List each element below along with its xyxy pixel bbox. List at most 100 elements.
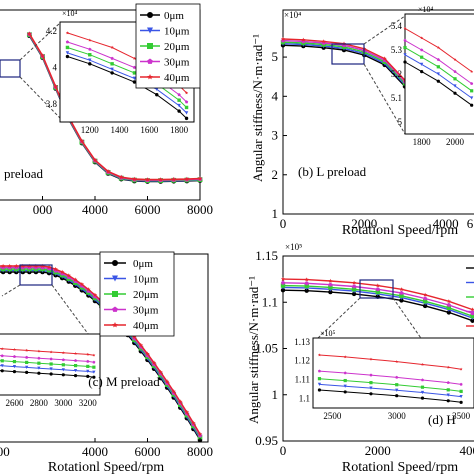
panel-d-inset-point-4-1 (343, 355, 347, 359)
panel-d-inset-point-2-3 (395, 383, 399, 387)
panel-a-inset-point-3-6 (184, 100, 189, 104)
panel-b: ×10⁴ 1 2 3 4 5 0 2000 4000 6 Rotationl Speed/rpm An… (250, 5, 474, 238)
panel-a-inset-point-1-3 (132, 76, 137, 81)
panel-a-point-4-8 (132, 176, 137, 181)
panel-d: ×10⁵ 0.95 1 1.05 1.1 1.15 0 2000 4000Rotationl S… (246, 242, 474, 474)
panel-c-legend-marker (112, 306, 118, 312)
panel-c-inset-series-line-0 (0, 348, 94, 356)
panel-c-inset-point-3-8 (86, 369, 90, 373)
panel-a-x-tick-label: 8000 (187, 202, 213, 217)
panel-d-point-4-4 (375, 283, 380, 288)
panel-c-point-4-14 (79, 282, 85, 287)
panel-a-inset-point-0-3 (132, 80, 137, 84)
panel-c-inset-point-1-6 (61, 358, 65, 362)
panel-b-guide-line (363, 63, 406, 135)
panel-d-point-2-4 (375, 289, 380, 295)
panel-c-inset-series-line-3 (0, 365, 94, 373)
panel-b-guide-line (363, 15, 406, 45)
panel-c-point-4-31 (191, 420, 196, 425)
panel-b-zoom-box (331, 43, 365, 65)
panel-a-inset-point-3-0 (65, 40, 70, 44)
panel-c-inset-point-2-8 (86, 364, 90, 368)
panel-d-y-tick-label: 0.95 (255, 433, 278, 448)
panel-d-point-0-5 (399, 298, 404, 303)
panel-c-point-4-22 (132, 334, 137, 339)
panel-c-inset-point-4-8 (86, 374, 90, 378)
panel-d-inset-point-4-0 (317, 353, 321, 357)
panel-b-inset-point-3-3 (453, 70, 457, 73)
panel-d-inset-point-1-6 (459, 395, 463, 399)
panel-c-inset-point-1-7 (74, 359, 78, 362)
panel-d-zoom-box (359, 279, 394, 299)
panel-c-inset-point-0-4 (37, 349, 41, 353)
panel-d-inset-point-0-1 (343, 390, 347, 394)
panel-a-inset-point-1-6 (184, 111, 189, 115)
panel-c-legend-label: 30μm (133, 305, 159, 317)
panel-d-inset-point-4-4 (421, 362, 424, 366)
panel-c-inset-point-1-8 (86, 359, 90, 363)
panel-c-point-4-10 (53, 266, 58, 271)
panel-a-inset-y-tick-label: 3.8 (46, 99, 58, 109)
panel-d-inset-point-0-0 (317, 388, 322, 392)
panel-a-point-4-11 (171, 176, 176, 182)
panel-d-point-2-5 (399, 293, 404, 298)
panel-d-y-tick-label: 1.05 (255, 341, 278, 356)
panel-a-zoom-box (0, 59, 21, 78)
panel-d-inset-point-0-4 (420, 396, 425, 400)
panel-d-point-2-1 (304, 283, 309, 289)
panel-b-inset-point-4-2 (436, 46, 440, 49)
panel-b-inset-point-0-2 (436, 79, 440, 83)
panel-d-point-3-1 (304, 281, 309, 286)
panel-a-inset-x-tick-label: 1600 (140, 125, 159, 135)
panel-c-x-tick-label: 4000 (82, 444, 108, 459)
panel-d-point-0-2 (328, 289, 333, 295)
panel-b-inset-point-2-1 (420, 55, 424, 59)
panel-a-x-tick-label: 000 (33, 202, 53, 217)
panel-a-point-4-1 (40, 53, 45, 58)
panel-a-inset-point-1-4 (155, 87, 159, 91)
panel-b-point-4-0 (280, 36, 286, 41)
panel-a-point-4-2 (53, 84, 58, 89)
panel-d-inset-point-3-3 (395, 375, 399, 379)
panel-a-legend-label: 40μm (164, 72, 190, 84)
panel-c-x-tick-label: 8000 (187, 444, 213, 459)
panel-d-point-3-3 (352, 284, 357, 289)
panel-a-point-4-4 (79, 138, 85, 143)
panel-a-inset-point-2-2 (110, 62, 114, 66)
panel-c-inset-point-4-1 (0, 369, 4, 373)
panel-a-x-tick-label: 6000 (135, 202, 161, 217)
panel-a-inset-x-tick-label: 1400 (111, 125, 130, 135)
panel-b-series-line-3 (282, 39, 426, 108)
panel-c-inset-point-4-7 (73, 374, 78, 378)
panel-c-frame (0, 253, 209, 443)
panel-a-inset-point-3-1 (88, 47, 92, 51)
panel-a-x-tick-label: 4000 (82, 202, 108, 217)
panel-b-inset-point-2-4 (470, 89, 474, 93)
panel-d-point-4-5 (399, 287, 404, 292)
panel-b-x-axis-label: Rotationl Speed/rpm (342, 223, 458, 238)
panel-d-point-2-7 (446, 305, 452, 310)
panel-b-inset-point-0-0 (403, 60, 407, 64)
panel-c-point-4-25 (151, 360, 157, 365)
panel-b-inset-point-4-3 (453, 58, 457, 61)
panel-b-series-line-4 (282, 38, 426, 107)
panel-c-point-4-5 (20, 263, 25, 268)
panel-d-inset-y-tick-label: 1.1 (299, 394, 310, 404)
panel-d-inset-y-tick-label: 1.11 (295, 375, 310, 385)
panel-c-inset-point-0-7 (74, 352, 78, 355)
panel-d-point-3-6 (423, 296, 428, 301)
panel-d-inset-point-3-0 (317, 369, 321, 373)
panel-d-inset-point-1-0 (317, 382, 322, 386)
panel-d-inset-exponent: ×10⁵ (320, 329, 336, 338)
panel-b-frame (282, 9, 474, 215)
panel-c-inset-point-0-9 (92, 353, 96, 357)
panel-d-inset-point-3-1 (343, 371, 347, 375)
panel-d-inset-point-2-4 (420, 385, 425, 389)
panel-c-inset-point-2-3 (25, 360, 29, 364)
panel-d-point-0-6 (422, 303, 428, 309)
panel-c-inset-point-4-2 (12, 370, 17, 374)
panel-d-inset-point-3-2 (369, 373, 373, 377)
panel-b-y-tick-label: 4 (272, 88, 279, 103)
panel-d-caption: (d) H (428, 412, 456, 427)
panel-a-inset-point-4-0 (65, 31, 70, 35)
